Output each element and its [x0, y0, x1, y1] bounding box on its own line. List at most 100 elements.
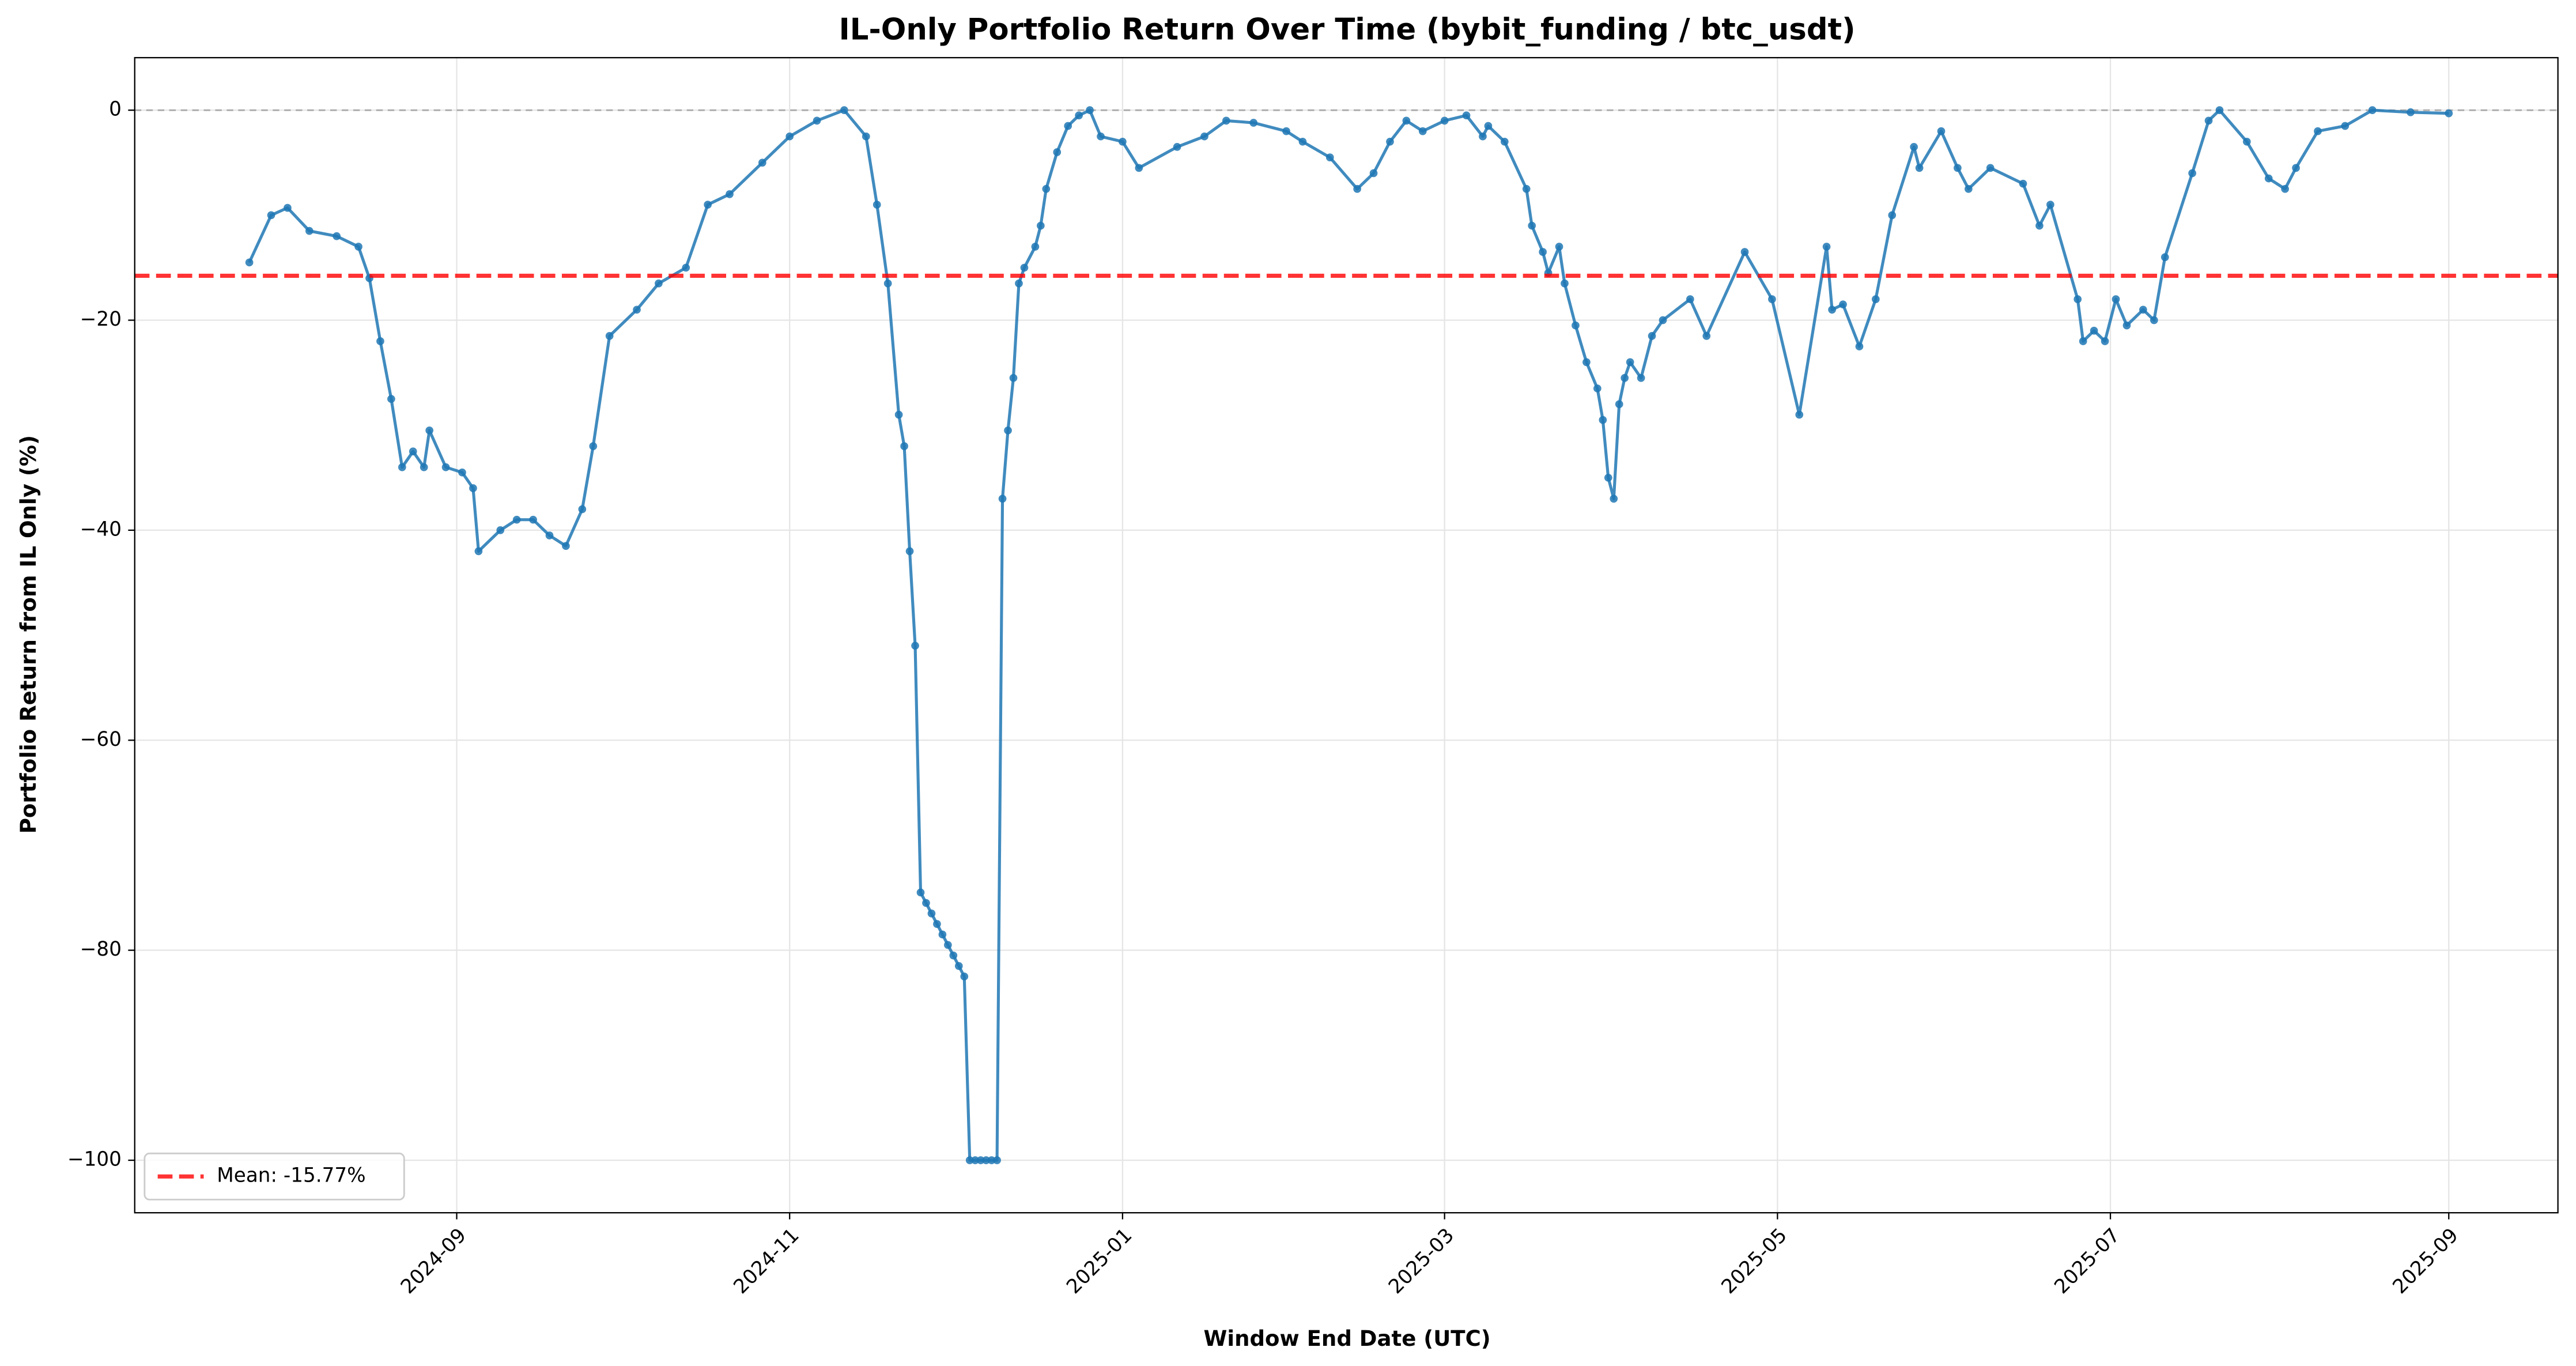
data-point — [2150, 316, 2158, 324]
data-point — [2292, 164, 2300, 172]
data-point — [927, 910, 936, 918]
data-point — [976, 1156, 985, 1164]
data-point — [1353, 184, 1361, 193]
data-point — [1910, 143, 1918, 151]
data-point — [2139, 305, 2147, 314]
data-point — [1768, 295, 1776, 303]
data-point — [1626, 358, 1634, 367]
data-point — [441, 463, 450, 471]
data-point — [305, 227, 313, 235]
y-tick-label: −80 — [80, 938, 122, 961]
data-point — [284, 203, 292, 212]
data-point — [409, 447, 417, 456]
data-point — [2264, 174, 2273, 183]
data-point — [387, 395, 395, 403]
data-point — [965, 1156, 974, 1164]
data-point — [655, 279, 663, 288]
data-point — [333, 232, 341, 240]
data-point — [2204, 116, 2213, 125]
data-point — [2046, 201, 2054, 209]
data-point — [1964, 184, 1973, 193]
data-point — [2445, 109, 2453, 118]
data-point — [420, 463, 428, 471]
data-point — [840, 106, 848, 115]
data-point — [1659, 316, 1667, 324]
data-point — [1075, 111, 1083, 120]
legend-label: Mean: -15.77% — [217, 1164, 365, 1187]
data-point — [1053, 148, 1062, 156]
data-point — [949, 951, 958, 960]
data-point — [2215, 106, 2224, 115]
data-point — [2242, 137, 2251, 146]
data-point — [2112, 295, 2120, 303]
data-point — [1097, 132, 1105, 141]
data-point — [758, 159, 766, 167]
y-tick-label: 0 — [109, 98, 122, 121]
data-point — [1386, 137, 1394, 146]
data-point — [1064, 122, 1072, 130]
data-point — [1173, 143, 1181, 151]
data-point — [1282, 127, 1290, 135]
data-point — [2079, 337, 2087, 345]
data-point — [1042, 184, 1051, 193]
data-point — [933, 920, 941, 928]
data-point — [2368, 106, 2377, 115]
data-point — [922, 899, 930, 907]
data-point — [1200, 132, 1208, 141]
data-point — [998, 495, 1007, 503]
data-point — [1648, 331, 1656, 340]
data-point — [982, 1156, 990, 1164]
data-point — [398, 463, 406, 471]
data-point — [1855, 342, 1864, 350]
data-point — [1740, 248, 1749, 256]
data-point — [960, 972, 969, 981]
data-point — [1828, 305, 1836, 314]
data-point — [1325, 153, 1334, 161]
data-point — [1522, 184, 1531, 193]
data-point — [1020, 263, 1029, 272]
data-point — [1539, 248, 1547, 256]
data-point — [1599, 416, 1607, 424]
data-point — [1222, 116, 1230, 125]
data-point — [1986, 164, 1995, 172]
data-point — [1888, 211, 1897, 220]
data-point — [2160, 253, 2169, 262]
data-point — [2314, 127, 2322, 135]
data-point — [589, 442, 598, 451]
data-point — [1839, 300, 1847, 309]
data-point — [578, 505, 587, 514]
data-point — [545, 531, 554, 539]
data-point — [987, 1156, 996, 1164]
data-point — [562, 542, 570, 550]
data-point — [1954, 164, 1962, 172]
data-point — [1015, 279, 1023, 288]
data-point — [267, 211, 275, 220]
data-point — [1402, 116, 1411, 125]
chart-title: IL-Only Portfolio Return Over Time (bybi… — [839, 12, 1856, 47]
legend-box — [143, 1152, 405, 1201]
data-point — [900, 442, 908, 451]
data-point — [785, 132, 794, 141]
data-point — [905, 547, 914, 556]
y-tick-label: −100 — [67, 1148, 122, 1171]
data-point — [512, 515, 521, 524]
data-point — [1604, 473, 1612, 482]
data-point — [813, 116, 821, 125]
data-point — [1440, 116, 1449, 125]
data-point — [2122, 321, 2131, 330]
data-point — [1418, 127, 1427, 135]
data-point — [458, 468, 466, 477]
data-point — [376, 337, 384, 345]
data-point — [916, 888, 925, 897]
data-point — [2188, 169, 2196, 178]
data-point — [726, 190, 734, 198]
data-point — [1135, 164, 1143, 172]
data-point — [354, 243, 362, 251]
data-point — [971, 1156, 980, 1164]
data-point — [1621, 373, 1629, 382]
y-tick-label: −20 — [80, 308, 122, 331]
data-point — [1037, 221, 1045, 230]
data-point — [245, 258, 254, 267]
data-point — [1593, 384, 1601, 393]
